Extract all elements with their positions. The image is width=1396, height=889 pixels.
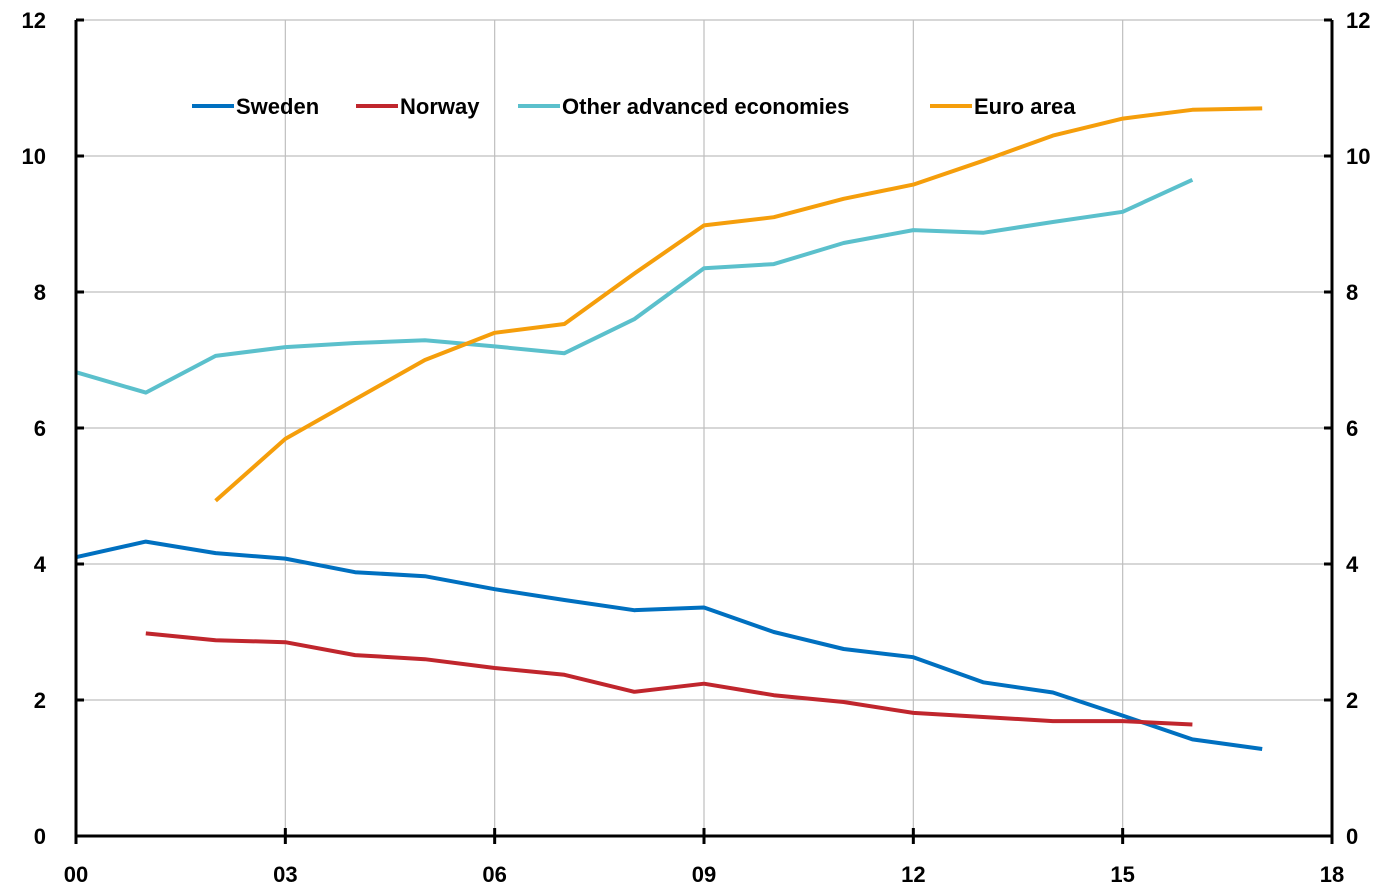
x-tick-label: 09 xyxy=(692,862,716,887)
x-tick-label: 12 xyxy=(901,862,925,887)
y-tick-label-left: 8 xyxy=(34,280,46,305)
series-line-0 xyxy=(75,539,1263,751)
y-tick-label-left: 10 xyxy=(22,144,46,169)
y-tick-label-left: 4 xyxy=(34,552,47,577)
legend-label-2: Other advanced economies xyxy=(562,94,849,119)
x-tick-label: 15 xyxy=(1110,862,1134,887)
x-tick-label: 06 xyxy=(482,862,506,887)
y-tick-label-left: 2 xyxy=(34,688,46,713)
y-tick-label-left: 12 xyxy=(22,8,46,33)
y-tick-label-right: 8 xyxy=(1346,280,1358,305)
legend-label-0: Sweden xyxy=(236,94,319,119)
x-tick-label: 18 xyxy=(1320,862,1344,887)
y-tick-label-right: 2 xyxy=(1346,688,1358,713)
legend: Sweden Norway Other advanced economies Euro… xyxy=(192,94,1076,119)
y-tick-label-right: 10 xyxy=(1346,144,1370,169)
y-tick-label-right: 4 xyxy=(1346,552,1359,577)
grid xyxy=(76,19,1332,836)
series-lines xyxy=(75,106,1263,751)
y-tick-label-left: 0 xyxy=(34,824,46,849)
y-tick-label-right: 6 xyxy=(1346,416,1358,441)
y-tick-label-right: 0 xyxy=(1346,824,1358,849)
x-tick-label: 03 xyxy=(273,862,297,887)
legend-label-1: Norway xyxy=(400,94,480,119)
series-line-1 xyxy=(145,631,1193,727)
x-tick-label: 00 xyxy=(64,862,88,887)
y-tick-label-right: 12 xyxy=(1346,8,1370,33)
y-tick-label-left: 6 xyxy=(34,416,46,441)
legend-label-3: Euro area xyxy=(974,94,1076,119)
series-line-2 xyxy=(75,177,1194,395)
series-line-3 xyxy=(214,106,1263,503)
axes xyxy=(74,18,1334,844)
